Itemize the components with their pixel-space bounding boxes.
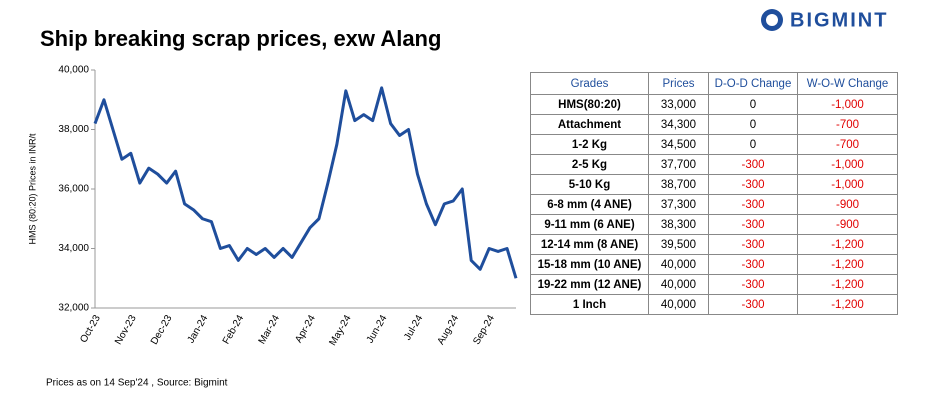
x-tick-label: Oct-23 <box>78 313 103 345</box>
y-tick-label: 40,000 <box>58 65 89 76</box>
table-cell: -1,000 <box>797 174 898 195</box>
table-cell: -1,000 <box>797 154 898 175</box>
x-tick-label: Jul-24 <box>402 313 425 342</box>
table-cell: 12-14 mm (8 ANE) <box>530 234 649 255</box>
table-cell: -1,000 <box>797 94 898 115</box>
table-cell: 34,300 <box>648 114 709 135</box>
table-cell: 40,000 <box>648 274 709 295</box>
chart-title: Ship breaking scrap prices, exw Alang <box>40 26 441 51</box>
x-tick-label: Apr-24 <box>293 313 318 345</box>
table-cell: 0 <box>708 114 798 135</box>
x-tick-label: Jan-24 <box>186 313 211 345</box>
table-cell: -300 <box>708 274 798 295</box>
column-header: Grades <box>530 72 649 95</box>
table-cell: -300 <box>708 214 798 235</box>
table-cell: 0 <box>708 94 798 115</box>
y-axis-label: HMS (80:20) Prices in INR/t <box>27 133 37 245</box>
table-cell: -900 <box>797 214 898 235</box>
x-tick-label: Nov-23 <box>113 313 139 347</box>
y-tick-label: 38,000 <box>58 124 89 135</box>
footer: Prices as on 14 Sep'24 , Source: Bigmint <box>46 378 228 389</box>
table-cell: -300 <box>708 194 798 215</box>
table-cell: 1 Inch <box>530 294 649 315</box>
table-cell: 33,000 <box>648 94 709 115</box>
table-cell: -300 <box>708 154 798 175</box>
table-cell: 40,000 <box>648 254 709 275</box>
table-cell: -700 <box>797 134 898 155</box>
table-cell: 38,700 <box>648 174 709 195</box>
table-cell: 37,700 <box>648 154 709 175</box>
column-header: Prices <box>648 72 709 95</box>
table-cell: 9-11 mm (6 ANE) <box>530 214 649 235</box>
y-tick-label: 32,000 <box>58 303 89 314</box>
table-cell: -1,200 <box>797 294 898 315</box>
table-cell: 37,300 <box>648 194 709 215</box>
table-cell: -300 <box>708 234 798 255</box>
column-header: D-O-D Change <box>708 72 798 95</box>
price-table: Grades Prices D-O-D Change W-O-W Change HMS(… <box>530 72 898 315</box>
table-cell: -1,200 <box>797 254 898 275</box>
table-cell: -300 <box>708 174 798 195</box>
table-cell: 0 <box>708 134 798 155</box>
table-cell: 19-22 mm (12 ANE) <box>530 274 649 295</box>
y-tick-label: 36,000 <box>58 184 89 195</box>
x-tick-label: Jun-24 <box>365 313 390 345</box>
table-cell: 6-8 mm (4 ANE) <box>530 194 649 215</box>
x-tick-label: May-24 <box>327 313 353 348</box>
table-cell: -1,200 <box>797 274 898 295</box>
table-cell: -700 <box>797 114 898 135</box>
y-tick-label: 34,000 <box>58 243 89 254</box>
logo: BIGMINT <box>790 9 888 31</box>
table-cell: 40,000 <box>648 294 709 315</box>
table-cell: -1,200 <box>797 234 898 255</box>
table-cell: 2-5 Kg <box>530 154 649 175</box>
price-line <box>93 86 518 279</box>
logo-icon-inner <box>766 14 778 26</box>
table-cell: HMS(80:20) <box>530 94 649 115</box>
table-cell: 39,500 <box>648 234 709 255</box>
table-cell: 5-10 Kg <box>530 174 649 195</box>
x-tick-label: Feb-24 <box>221 313 247 346</box>
table-cell: -300 <box>708 254 798 275</box>
table-cell: 1-2 Kg <box>530 134 649 155</box>
x-tick-label: Aug-24 <box>436 313 462 347</box>
x-tick-label: Mar-24 <box>257 313 283 346</box>
table-cell: 15-18 mm (10 ANE) <box>530 254 649 275</box>
x-tick-label: Dec-23 <box>149 313 175 347</box>
table-cell: Attachment <box>530 114 649 135</box>
table-cell: -900 <box>797 194 898 215</box>
column-header: W-O-W Change <box>797 72 898 95</box>
table-cell: -300 <box>708 294 798 315</box>
table-cell: 34,500 <box>648 134 709 155</box>
x-tick-label: Sep-24 <box>471 313 497 347</box>
table-cell: 38,300 <box>648 214 709 235</box>
